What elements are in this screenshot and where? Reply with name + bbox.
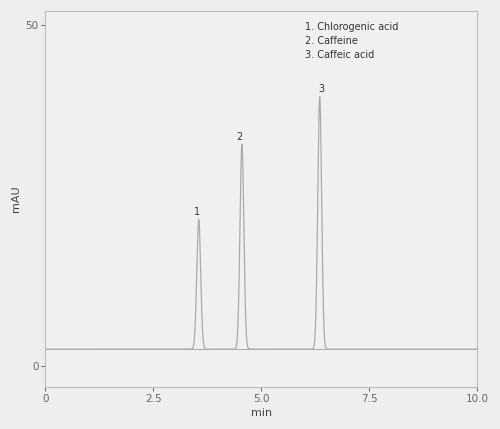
- Text: 1. Chlorogenic acid
2. Caffeine
3. Caffeic acid: 1. Chlorogenic acid 2. Caffeine 3. Caffe…: [304, 22, 398, 60]
- Y-axis label: mAU: mAU: [11, 186, 21, 212]
- Text: 2: 2: [236, 132, 243, 142]
- Text: 1: 1: [194, 207, 200, 218]
- X-axis label: min: min: [251, 408, 272, 418]
- Text: 3: 3: [319, 85, 325, 94]
